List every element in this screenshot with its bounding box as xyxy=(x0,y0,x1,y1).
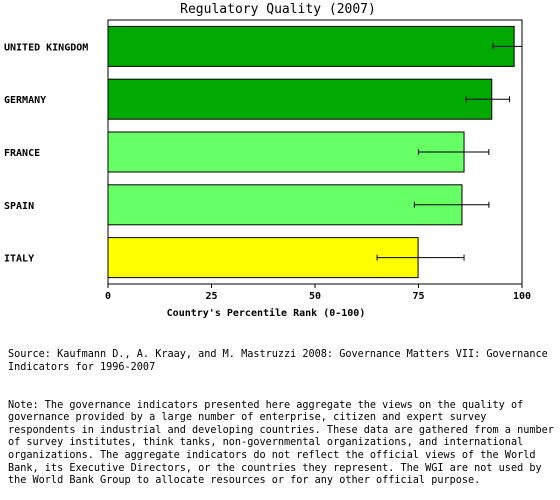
category-label: GERMANY xyxy=(4,95,46,106)
x-tick-label: 25 xyxy=(205,291,217,302)
source-note: Source: Kaufmann D., A. Kraay, and M. Ma… xyxy=(8,349,554,373)
bar xyxy=(107,131,465,173)
bar xyxy=(107,78,493,120)
x-tick-label: 100 xyxy=(513,291,531,302)
bar-chart: Regulatory Quality (2007) UNITED KINGDOM… xyxy=(4,2,531,319)
bar xyxy=(107,184,463,226)
x-tick-label: 0 xyxy=(105,291,111,302)
category-label: SPAIN xyxy=(4,201,34,212)
chart-marks: UNITED KINGDOM GERMANY FRANCE SPAIN ITALY 0 25… xyxy=(4,25,531,302)
category-label: ITALY xyxy=(4,254,34,265)
chart-title: Regulatory Quality (2007) xyxy=(180,2,376,17)
chart-notes: Source: Kaufmann D., A. Kraay, and M. Ma… xyxy=(8,324,556,500)
bar xyxy=(107,25,515,67)
x-tick-label: 50 xyxy=(309,291,321,302)
x-tick-label: 75 xyxy=(412,291,424,302)
category-label: FRANCE xyxy=(4,148,40,159)
category-label: UNITED KINGDOM xyxy=(4,42,88,53)
bar xyxy=(107,237,419,279)
plot-frame xyxy=(107,19,523,285)
x-axis-label: Country's Percentile Rank (0-100) xyxy=(167,307,366,319)
disclaimer-note: Note: The governance indicators presente… xyxy=(8,399,560,487)
